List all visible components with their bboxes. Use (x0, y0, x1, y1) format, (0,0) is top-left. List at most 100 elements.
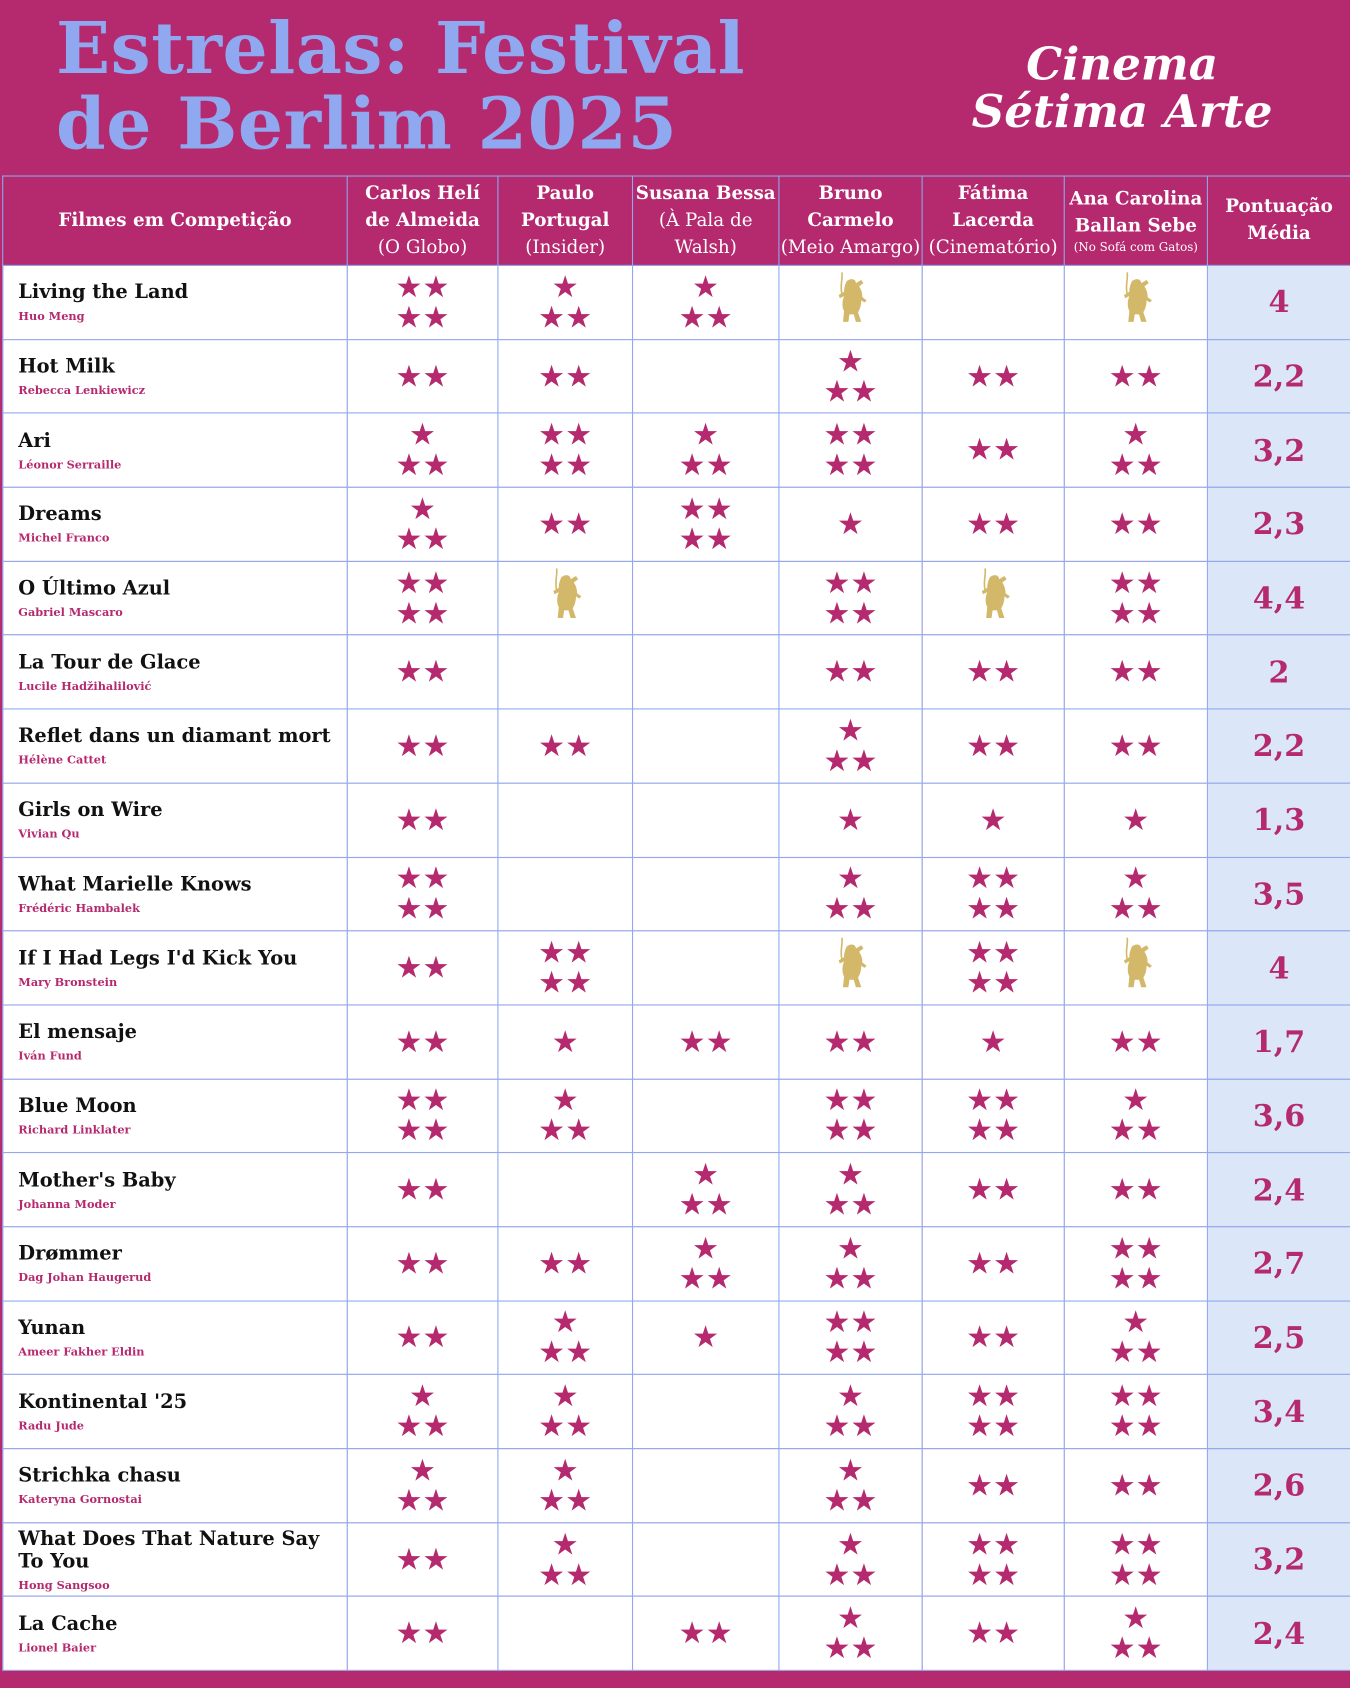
table-row: Girls on Wire Vivian Qu ★★ ★ ★ ★ 1,3 (2, 782, 1350, 858)
rating-cell: ★★ ★★ (921, 1078, 1065, 1154)
table-row: Dreams Michel Franco ★ ★★ ★★ ★★ ★★ ★ ★★ ★★ 2,3 (2, 486, 1350, 562)
rating-cell: ★ ★★ (1063, 1595, 1208, 1671)
table-row: O Último Azul Gabriel Mascaro ★★ ★★ ★★ ★★ ★★ ★★… (2, 560, 1350, 636)
rating-cell: ★ ★★ (346, 1448, 499, 1524)
average-score: 2,4 (1206, 1595, 1350, 1671)
film-director: Vivian Qu (18, 828, 80, 841)
rating-cell: ★ ★★ (1063, 1078, 1208, 1154)
star-rating-2: ★★ (396, 1544, 450, 1574)
star-rating-3: ★ ★★ (1109, 860, 1163, 924)
rating-cell: ★ ★★ (778, 338, 923, 414)
star-icon-row: ★★ (538, 1556, 593, 1592)
star-icon-row: ★★ (823, 1186, 878, 1223)
star-rating-4: ★★ ★★ (1108, 567, 1163, 631)
star-rating-3: ★ ★★ (679, 272, 733, 332)
star-icon-row: ★★ (966, 431, 1021, 468)
star-icon-row: ★ (836, 801, 865, 838)
film-title: Living the Land (18, 281, 189, 304)
film-title: If I Had Legs I'd Kick You (18, 946, 298, 970)
star-rating-1: ★ (837, 509, 864, 539)
star-rating-4: ★★ ★★ (966, 1529, 1020, 1589)
rating-cell: ★★ (1063, 634, 1208, 710)
star-rating-4: ★★ ★★ (1109, 1529, 1163, 1589)
star-icon-row: ★★ (395, 299, 450, 335)
film-director: Radu Jude (18, 1419, 85, 1433)
critic-name: Lacerda (952, 209, 1035, 231)
star-rating-2: ★★ (396, 1618, 450, 1648)
star-icon-row: ★★ (395, 801, 450, 838)
star-icon-row: ★ (836, 1526, 865, 1562)
star-rating-3: ★ ★★ (396, 420, 450, 480)
star-rating-2: ★★ (966, 509, 1020, 539)
header-label: Média (1247, 222, 1311, 245)
star-icon-row: ★ (836, 1452, 865, 1488)
rating-cell: ★ (778, 486, 923, 562)
star-rating-3: ★ ★★ (1109, 420, 1163, 480)
star-rating-2: ★★ (966, 656, 1020, 687)
star-rating-2: ★★ (966, 1248, 1020, 1279)
star-icon-row: ★★ (538, 299, 593, 335)
star-rating-4: ★★ ★★ (396, 863, 450, 924)
rating-cell: ★★ ★★ (346, 1078, 499, 1154)
star-icon-row: ★★ (823, 416, 878, 453)
star-icon-row: ★★ (678, 299, 733, 335)
star-icon-row: ★ (1122, 860, 1150, 897)
header-critic: Bruno Carmelo (Meio Amargo) (778, 175, 923, 266)
star-icon-row: ★★ (1108, 505, 1163, 542)
rating-cell (631, 1374, 780, 1450)
rating-cell: ★★ (346, 338, 499, 414)
star-icon-row: ★★ (823, 1082, 878, 1118)
star-rating-2: ★★ (396, 656, 450, 687)
rating-cell (1063, 264, 1208, 340)
star-rating-1: ★ (980, 804, 1007, 835)
star-rating-4: ★★ ★★ (395, 564, 450, 628)
film-director: Mary Bronstein (18, 975, 118, 989)
star-icon-row: ★★ (1108, 1556, 1163, 1592)
star-rating-3: ★ ★★ (538, 1381, 592, 1441)
star-icon-row: ★★ (1108, 447, 1163, 483)
star-icon-row: ★★ (823, 594, 878, 631)
rating-cell: ★★ (346, 1521, 499, 1597)
critic-name: Carmelo (807, 209, 894, 231)
star-icon-row: ★★ (1108, 594, 1163, 631)
star-icon-row: ★★ (966, 1319, 1021, 1355)
film-cell: What Does That Nature Say To You Hong San… (2, 1521, 348, 1597)
star-rating-2: ★★ (679, 1618, 733, 1648)
star-rating-3: ★ ★★ (538, 272, 592, 332)
film-director: Frédéric Hambalek (18, 902, 140, 915)
star-icon-row: ★ (551, 1526, 579, 1562)
average-score: 2,2 (1206, 708, 1350, 784)
film-cell: Reflet dans un diamant mort Hélène Cattet (2, 708, 348, 784)
rating-cell (921, 560, 1065, 636)
film-director: Lucile Hadžihalilović (18, 680, 152, 694)
film-title: Mother's Baby (18, 1168, 176, 1192)
star-icon-row: ★★ (395, 1541, 450, 1577)
header-label: Filmes em Competição (58, 209, 292, 231)
rating-cell: ★★ ★★ (921, 856, 1065, 932)
film-cell: Dreams Michel Franco (2, 486, 348, 562)
rating-cell (631, 560, 780, 636)
table-row: What Does That Nature Say To You Hong San… (2, 1521, 1350, 1597)
star-icon-row: ★ (1122, 416, 1150, 453)
star-icon-row: ★★ (395, 1408, 450, 1444)
star-icon-row: ★ (551, 1452, 579, 1488)
star-icon-row: ★★ (538, 727, 593, 764)
star-rating-4: ★★ ★★ (1109, 1233, 1163, 1294)
star-icon-row: ★★ (395, 564, 450, 601)
star-rating-2: ★★ (538, 1248, 592, 1279)
star-rating-3: ★ ★★ (823, 1159, 878, 1223)
average-score: 2,7 (1206, 1226, 1350, 1302)
rating-cell (497, 782, 634, 858)
star-icon-row: ★ (836, 1600, 865, 1636)
table-row: La Cache Lionel Baier ★★ ★★ ★ ★★ ★★ ★ ★★ 2,4 (2, 1595, 1350, 1671)
star-icon-row: ★ (1122, 1304, 1150, 1340)
rating-cell: ★ ★★ (497, 1521, 634, 1597)
rating-cell: ★★ ★★ (778, 1078, 923, 1154)
rating-cell (631, 782, 780, 858)
star-rating-4: ★★ ★★ (396, 272, 450, 332)
star-rating-3: ★ ★★ (1109, 1603, 1163, 1663)
star-rating-2: ★★ (395, 801, 450, 838)
rating-cell (497, 1595, 634, 1671)
critic-name: Bruno (818, 182, 883, 205)
film-title: What Marielle Knows (18, 872, 252, 896)
